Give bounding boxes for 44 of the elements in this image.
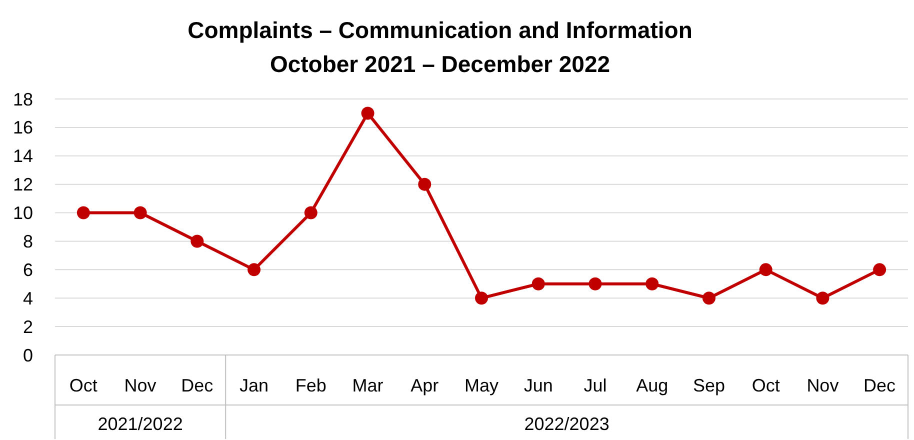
point [532, 277, 545, 290]
point [190, 234, 204, 248]
x-tick-label: Jun [524, 375, 553, 396]
x-tick-label: Oct [69, 375, 98, 396]
x-tick-label: Mar [352, 375, 384, 396]
point [588, 277, 602, 290]
chart-subtitle: October 2021 – December 2022 [270, 51, 610, 77]
point [418, 178, 432, 191]
y-tick-label: 14 [12, 146, 33, 166]
x-tick-label: May [464, 375, 499, 396]
point [361, 106, 374, 120]
x-tick-label: Sep [692, 375, 725, 396]
x-tick-label: Jul [584, 375, 607, 396]
text: 2022/2023 [524, 414, 610, 434]
point [759, 263, 772, 276]
x-tick-label: Nov [806, 375, 839, 396]
x-tick-label: Oct [752, 375, 780, 396]
point [304, 206, 318, 220]
point [248, 263, 261, 276]
point [873, 263, 886, 276]
y-tick-label: 0 [22, 345, 33, 366]
point [76, 206, 90, 220]
x-tick-label: Apr [410, 375, 439, 396]
x-tick-label: Jan [240, 375, 269, 396]
y-tick-label: 18 [12, 89, 33, 110]
text: 2021/2022 [98, 414, 183, 434]
y-tick-label: 2 [22, 316, 33, 337]
x-tick-label: Aug [636, 375, 668, 396]
x-tick-label: Dec [864, 375, 896, 396]
y-tick-label: 6 [22, 260, 33, 280]
point [702, 292, 716, 305]
y-tick-label: 12 [12, 174, 33, 195]
point [134, 206, 147, 220]
y-tick-label: 16 [12, 118, 33, 138]
y-tick-label: 8 [22, 232, 33, 252]
point [475, 292, 488, 305]
point [816, 292, 830, 305]
x-tick-label: Dec [181, 375, 214, 396]
x-tick-label: Feb [295, 375, 326, 396]
point [646, 277, 659, 290]
x-tick-label: Nov [124, 375, 156, 396]
y-tick-label: 10 [12, 203, 33, 224]
chart-title: Complaints – Communication and Information [188, 17, 692, 43]
y-tick-label: 4 [22, 288, 33, 308]
